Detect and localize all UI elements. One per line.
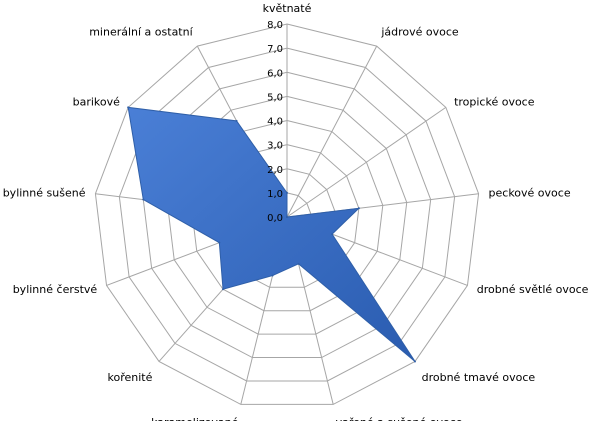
category-label-3: peckové ovoce — [489, 187, 571, 200]
category-label-9: bylinné čerstvé — [13, 283, 98, 296]
spoke-2 — [286, 106, 447, 218]
tick-label-5: 5,0 — [267, 92, 283, 103]
tick-label-3: 3,0 — [267, 141, 283, 152]
data-point-4 — [331, 233, 334, 236]
category-label-11: barikové — [73, 96, 121, 109]
category-label-2: tropické ovoce — [454, 96, 535, 109]
tick-label-7: 7,0 — [267, 44, 283, 55]
category-label-1: jádrové ovoce — [380, 25, 459, 38]
tick-label-4: 4,0 — [267, 117, 283, 128]
category-label-10: bylinné sušené — [3, 187, 86, 200]
tick-label-8: 8,0 — [267, 20, 283, 31]
tick-label-0: 0,0 — [267, 213, 283, 224]
data-point-3 — [357, 207, 360, 210]
category-label-5: drobné tmavé ovoce — [422, 371, 536, 384]
tick-labels: 0,0 1,0 2,0 3,0 4,0 5,0 6,0 7,0 8,0 — [267, 20, 283, 224]
category-label-8: kořenité — [108, 371, 153, 384]
spoke-1 — [286, 45, 378, 218]
grid-ring-8 — [94, 23, 480, 405]
data-point-6 — [297, 262, 300, 265]
tick-label-6: 6,0 — [267, 68, 283, 79]
category-label-0: květnaté — [263, 2, 312, 15]
data-point-8 — [222, 288, 225, 291]
data-point-12 — [235, 119, 238, 122]
category-label-4: drobné světlé ovoce — [477, 283, 589, 296]
data-point-9 — [218, 241, 221, 244]
tick-label-2: 2,0 — [267, 165, 283, 176]
category-label-6: vařené a sušené ovoce — [336, 416, 463, 421]
data-layer — [127, 106, 416, 363]
data-point-5 — [413, 360, 416, 363]
data-point-11 — [127, 106, 130, 109]
data-point-10 — [142, 198, 145, 201]
data-point-7 — [271, 274, 274, 277]
tick-label-1: 1,0 — [267, 189, 283, 200]
category-label-7: karamelizované — [151, 416, 239, 421]
data-point-0 — [286, 191, 288, 194]
data-point-2 — [286, 216, 288, 218]
category-label-12: minerální a ostatní — [89, 25, 193, 38]
